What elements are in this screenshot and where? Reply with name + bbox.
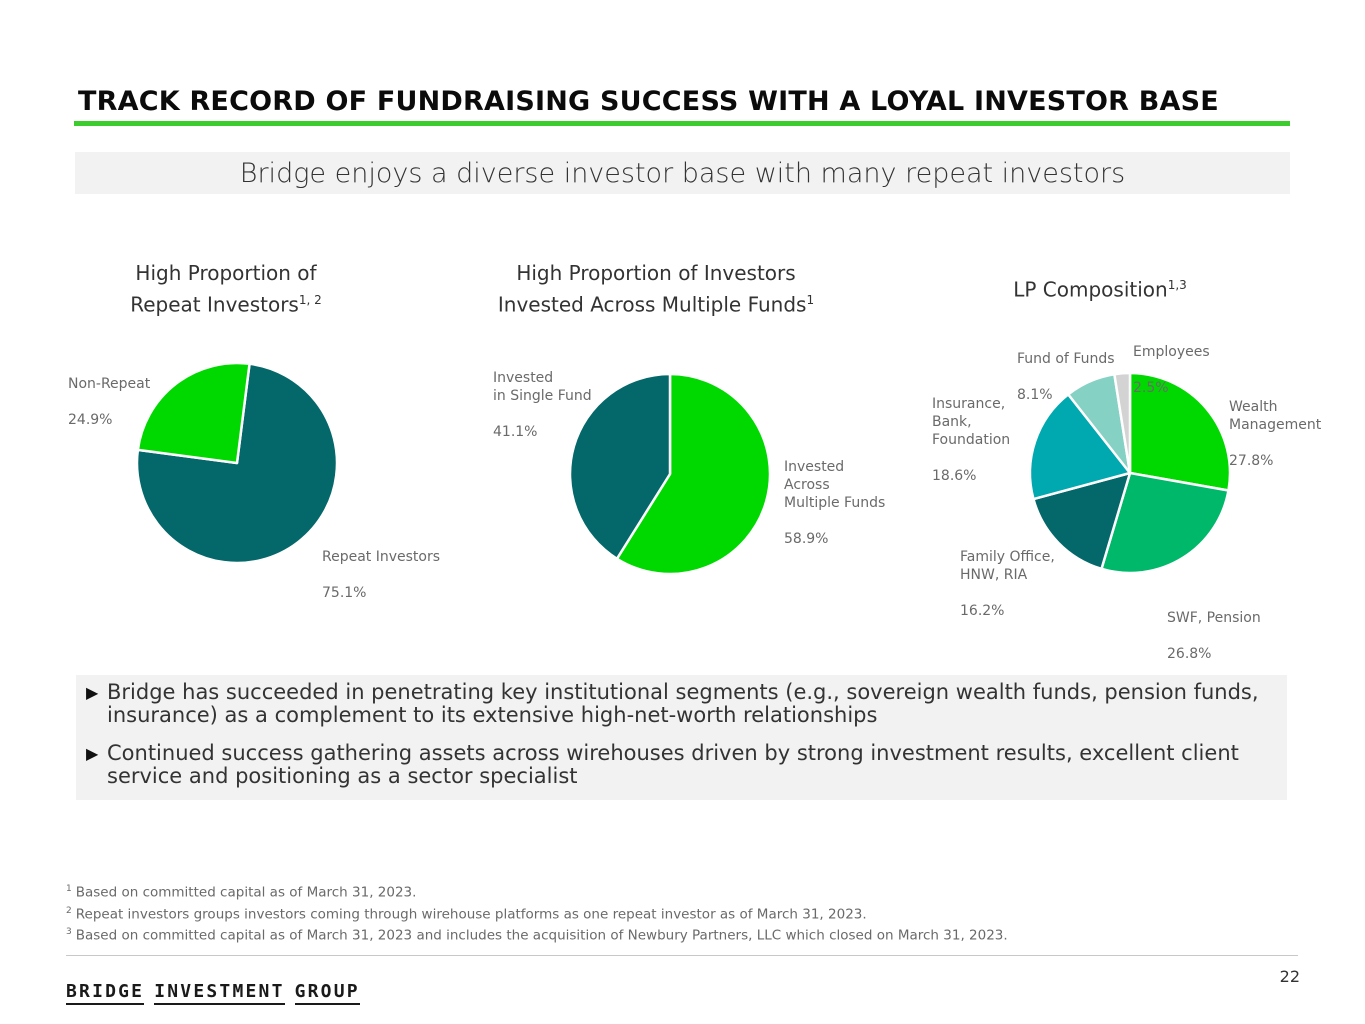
slice-label-name: Repeat Investors [322,549,441,565]
footnote-text: Repeat investors groups investors coming… [75,906,867,922]
footnote-text: Based on committed capital as of March 3… [75,927,1008,944]
chart-title-line: Invested Across Multiple Funds [497,292,807,317]
footnote-mark: 1 [66,884,72,894]
subtitle-band: Bridge enjoys a diverse investor base wi… [75,152,1290,194]
pie-slice-insurance-bank-foundation [1028,393,1132,501]
slice-label-swf-pension: SWF, Pension 26.8% [1167,591,1261,663]
pie-slice-family-office-hnw-ria [1032,471,1132,571]
chart-title-line: LP Composition [1013,277,1168,302]
footnote: 2 Repeat investors groups investors comin… [66,902,1008,924]
pie-slice-swf-pension [1100,471,1230,575]
pie-slice-employees [1113,371,1132,475]
slice-label-non-repeat: Non-Repeat 24.9% [68,357,150,429]
slice-label-fund-of-funds: Fund of Funds 8.1% [1017,332,1115,404]
footer-divider [66,955,1298,956]
bullet-text: Continued success gathering assets acros… [107,741,1239,788]
slice-label-name: Wealth Management [1229,399,1322,433]
slice-label-employees: Employees 2.5% [1133,325,1210,397]
footnote-ref: 1 [806,293,815,307]
slice-label-value: 24.9% [68,412,113,428]
pie-slice-invested-in-single-fund [568,372,672,561]
slice-label-single-fund: Invested in Single Fund 41.1% [493,351,592,441]
slice-label-name: Employees [1133,344,1210,360]
slice-label-name: SWF, Pension [1167,610,1261,626]
footnotes: 1 Based on committed capital as of March … [66,880,1008,945]
footnote-ref: 1,3 [1167,278,1187,292]
pie-chart-lp-composition [1028,371,1232,575]
slice-label-name: Family Office, HNW, RIA [960,549,1055,583]
triangle-bullet-icon: ▶ [86,744,99,763]
slice-label-value: 16.2% [960,603,1005,619]
slice-label-name: Fund of Funds [1017,351,1115,367]
pie-slice-invested-across-multiple-funds [615,372,772,576]
bridge-investment-group-logo: BRIDGE INVESTMENT GROUP [66,981,370,1005]
chart-title-lp-composition: LP Composition1,3 [990,272,1210,304]
slice-label-wealth-management: Wealth Management 27.8% [1229,380,1321,470]
chart-title-line: High Proportion of Investors [516,261,796,285]
slice-label-value: 41.1% [493,424,538,440]
triangle-bullet-icon: ▶ [86,683,99,702]
chart-title-line: High Proportion of [135,261,317,285]
slice-label-value: 26.8% [1167,646,1212,662]
pie-chart-repeat-investors [135,361,339,565]
page-subtitle: Bridge enjoys a diverse investor base wi… [239,157,1126,189]
pie-slice-non-repeat [136,361,251,465]
slice-label-value: 8.1% [1017,387,1053,403]
chart-title-multiple-funds: High Proportion of Investors Invested Ac… [476,260,836,319]
footnote: 1 Based on committed capital as of March … [66,880,1008,902]
slice-label-name: Insurance, Bank, Foundation [932,396,1011,448]
slice-label-multiple-funds: Invested Across Multiple Funds 58.9% [784,440,885,548]
slice-label-name: Invested Across Multiple Funds [784,459,886,511]
page-number: 22 [1279,967,1300,986]
bullet-text: Bridge has succeeded in penetrating key … [107,680,1259,727]
pie-chart-multiple-funds [568,372,772,576]
logo-word: GROUP [294,981,360,1005]
key-points-panel: ▶ Bridge has succeeded in penetrating ke… [76,675,1287,800]
chart-title-line: Repeat Investors [130,292,299,317]
bullet-item: ▶ Bridge has succeeded in penetrating ke… [84,681,1267,727]
slice-label-insurance: Insurance, Bank, Foundation 18.6% [932,377,1010,485]
pie-slice-wealth-management [1128,371,1232,492]
title-underline [74,121,1290,126]
slice-label-value: 18.6% [932,468,977,484]
slice-label-name: Non-Repeat [68,376,151,392]
bullet-item: ▶ Continued success gathering assets acr… [84,742,1267,788]
chart-title-repeat-investors: High Proportion of Repeat Investors1, 2 [106,260,346,319]
footnote-text: Based on committed capital as of March 3… [75,884,417,901]
footnote-mark: 3 [66,927,72,937]
footnote-ref: 1, 2 [298,293,322,307]
slice-label-value: 75.1% [322,585,367,601]
slice-label-value: 58.9% [784,531,829,547]
logo-word: BRIDGE [66,981,145,1005]
slice-label-repeat-investors: Repeat Investors 75.1% [322,530,440,602]
slice-label-value: 2.5% [1133,380,1169,396]
footnote: 3 Based on committed capital as of March … [66,923,1008,945]
footnote-mark: 2 [66,905,72,916]
slice-label-family-office: Family Office, HNW, RIA 16.2% [960,530,1055,620]
logo-word: INVESTMENT [154,981,285,1005]
page-title: TRACK RECORD OF FUNDRAISING SUCCESS WITH… [78,86,1219,117]
slice-label-name: Invested in Single Fund [493,370,592,404]
slice-label-value: 27.8% [1229,453,1274,469]
